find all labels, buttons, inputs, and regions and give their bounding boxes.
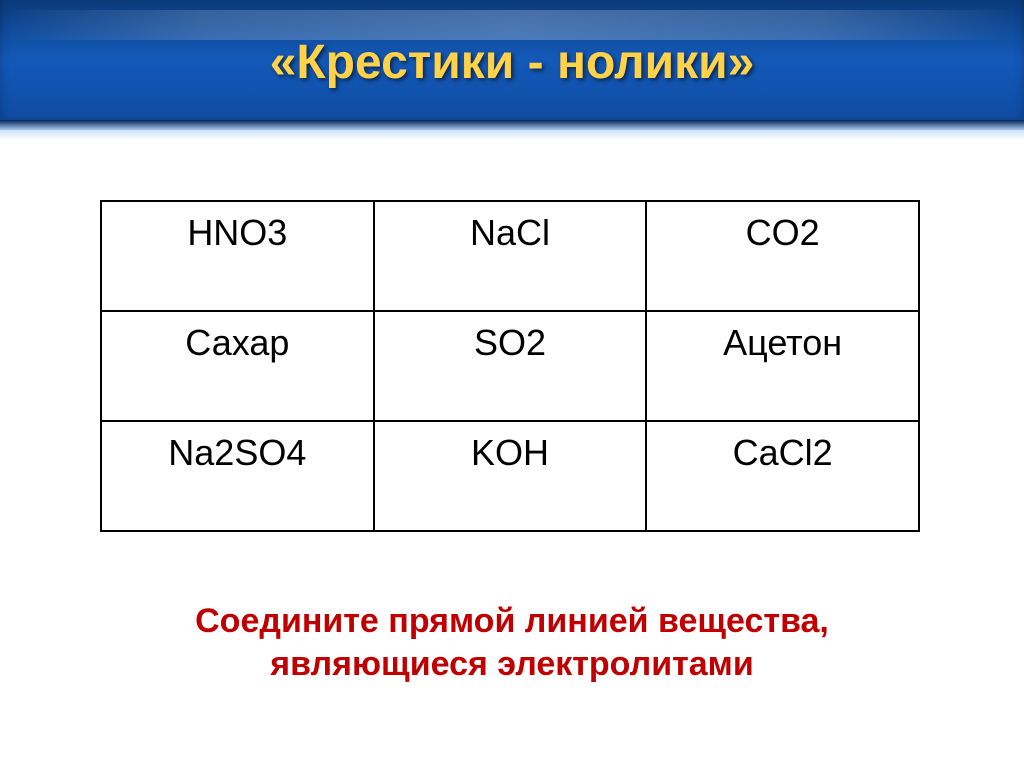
cell-0-2: CO2 (646, 201, 919, 311)
cell-2-0: Na2SO4 (101, 421, 374, 531)
slide: «Крестики - нолики» HNO3 NaCl CO2 Сахар … (0, 0, 1024, 767)
cell-1-2: Ацетон (646, 311, 919, 421)
header-bar: «Крестики - нолики» (0, 0, 1024, 130)
cell-1-0: Сахар (101, 311, 374, 421)
cell-1-1: SO2 (374, 311, 647, 421)
header-separator (0, 130, 1024, 140)
table-row: Na2SO4 KOH CaCl2 (101, 421, 919, 531)
table-row: HNO3 NaCl CO2 (101, 201, 919, 311)
game-table: HNO3 NaCl CO2 Сахар SO2 Ацетон Na2SO4 KO… (100, 200, 920, 532)
instruction-text: Соедините прямой линией вещества, являющ… (62, 600, 962, 685)
cell-2-1: KOH (374, 421, 647, 531)
table-row: Сахар SO2 Ацетон (101, 311, 919, 421)
game-table-wrap: HNO3 NaCl CO2 Сахар SO2 Ацетон Na2SO4 KO… (100, 200, 920, 532)
instruction-line-2: являющиеся электролитами (270, 645, 753, 683)
cell-2-2: CaCl2 (646, 421, 919, 531)
instruction-line-1: Соедините прямой линией вещества, (195, 602, 829, 640)
cell-0-1: NaCl (374, 201, 647, 311)
slide-title: «Крестики - нолики» (270, 35, 755, 90)
cell-0-0: HNO3 (101, 201, 374, 311)
